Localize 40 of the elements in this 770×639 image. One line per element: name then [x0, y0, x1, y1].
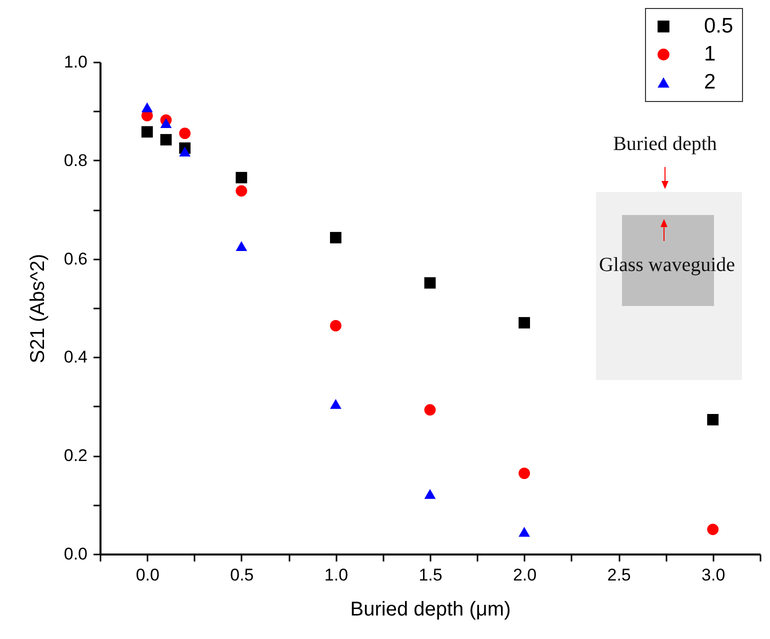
x-axis-title: Buried depth (μm) [350, 598, 511, 620]
y-tick-label: 0.2 [64, 446, 88, 466]
point [330, 399, 342, 409]
point [424, 404, 436, 416]
legend-label: 2 [704, 70, 716, 94]
y-tick-label: 0.4 [64, 348, 88, 367]
y-tick-label: 0.8 [64, 150, 88, 170]
point [330, 320, 342, 332]
x-tick-label: 0.0 [136, 566, 160, 584]
point [236, 185, 248, 197]
point [518, 317, 530, 328]
legend-label: 0.5 [704, 14, 734, 38]
point [707, 524, 719, 536]
x-tick-label: 3.0 [702, 566, 726, 584]
legend-label: 1 [704, 42, 716, 66]
point [160, 134, 172, 146]
point [707, 414, 719, 426]
point [330, 232, 342, 244]
point [179, 128, 191, 140]
x-tick-label: 2.5 [607, 566, 631, 584]
point [236, 172, 248, 184]
y-tick-label: 0.0 [64, 544, 88, 564]
x-tick-label: 1.5 [418, 566, 442, 584]
x-tick-label: 2.0 [512, 566, 537, 584]
x-tick-label: 1.0 [324, 566, 348, 584]
point [179, 146, 191, 156]
annotation: Glass waveguide [598, 254, 736, 277]
y-axis-title: S21 (Abs^2) [26, 254, 49, 364]
point [518, 468, 530, 479]
x-tick-label: 0.5 [230, 566, 254, 584]
point [424, 277, 436, 289]
point [141, 102, 153, 112]
y-tick-label: 0.6 [64, 249, 88, 268]
point [141, 126, 153, 138]
annotation: Buried depth [613, 133, 717, 156]
point [236, 241, 248, 251]
y-tick-label: 1.0 [64, 52, 88, 72]
point [424, 489, 436, 499]
point [160, 118, 172, 128]
point [518, 526, 530, 537]
